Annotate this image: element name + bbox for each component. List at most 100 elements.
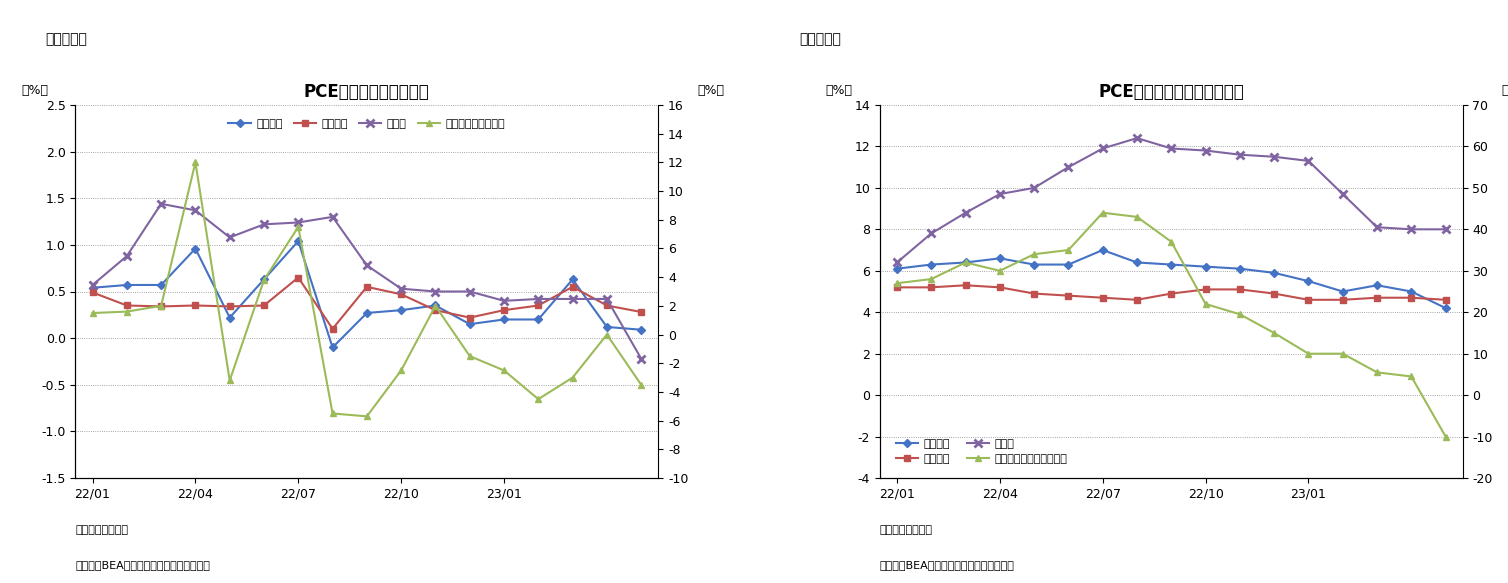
食料品 [529, 296, 547, 303]
総合指数 [1333, 288, 1351, 295]
総合指数 [1163, 261, 1181, 268]
エネルギー（右軸） [427, 303, 445, 310]
Text: （%）: （%） [21, 85, 48, 97]
エネルギー（右軸） [392, 367, 410, 374]
食料品 [427, 288, 445, 295]
総合指数 [991, 255, 1009, 262]
食料品 [1231, 151, 1249, 158]
エネルギー関連（右軸） [956, 259, 974, 266]
コア指数 [152, 303, 170, 310]
Text: （資料）BEAよりニッセイ基礎研究所作成: （資料）BEAよりニッセイ基礎研究所作成 [879, 560, 1015, 570]
食料品 [83, 282, 101, 289]
総合指数 [529, 316, 547, 323]
エネルギー（右軸） [118, 308, 136, 315]
食料品 [357, 262, 375, 269]
Line: 総合指数: 総合指数 [90, 238, 644, 350]
エネルギー（右軸） [290, 223, 308, 230]
コア指数 [83, 289, 101, 296]
コア指数 [187, 302, 205, 309]
コア指数 [290, 274, 308, 281]
Text: （図表６）: （図表６） [45, 33, 87, 47]
コア指数 [1196, 286, 1214, 293]
Text: （%）: （%） [825, 85, 852, 97]
総合指数 [290, 238, 308, 245]
総合指数 [118, 282, 136, 289]
総合指数 [1368, 282, 1386, 289]
食料品 [392, 285, 410, 292]
総合指数 [392, 307, 410, 314]
コア指数 [1025, 290, 1044, 297]
エネルギー（右軸） [324, 410, 342, 417]
エネルギー（右軸） [564, 374, 582, 381]
エネルギー関連（右軸） [923, 276, 941, 283]
エネルギー（右軸） [632, 381, 650, 388]
食料品 [1093, 145, 1111, 152]
コア指数 [255, 302, 273, 309]
エネルギー関連（右軸） [1060, 247, 1078, 254]
食料品 [1128, 135, 1146, 142]
食料品 [1333, 191, 1351, 198]
Line: エネルギー関連（右軸）: エネルギー関連（右軸） [894, 210, 1448, 440]
食料品 [991, 191, 1009, 198]
食料品 [152, 201, 170, 208]
コア指数 [118, 302, 136, 309]
Line: コア指数: コア指数 [90, 275, 644, 332]
コア指数 [357, 283, 375, 290]
食料品 [1163, 145, 1181, 152]
コア指数 [220, 303, 238, 310]
総合指数 [1265, 269, 1283, 276]
総合指数 [956, 259, 974, 266]
食料品 [632, 355, 650, 362]
Text: （注）季節調整済: （注）季節調整済 [879, 525, 933, 535]
コア指数 [597, 302, 615, 309]
食料品 [460, 288, 478, 295]
食料品 [220, 234, 238, 241]
総合指数 [255, 276, 273, 283]
エネルギー（右軸） [255, 276, 273, 283]
コア指数 [1437, 296, 1455, 303]
エネルギー関連（右軸） [888, 280, 906, 287]
総合指数 [1128, 259, 1146, 266]
コア指数 [495, 307, 513, 314]
総合指数 [1025, 261, 1044, 268]
総合指数 [187, 245, 205, 252]
エネルギー（右軸） [597, 331, 615, 338]
総合指数 [564, 276, 582, 283]
エネルギー（右軸） [187, 159, 205, 166]
エネルギー（右軸） [83, 310, 101, 317]
食料品 [1025, 184, 1044, 191]
Text: （資料）BEAよりニッセイ基礎研究所作成: （資料）BEAよりニッセイ基礎研究所作成 [75, 560, 210, 570]
総合指数 [152, 282, 170, 289]
総合指数 [495, 316, 513, 323]
エネルギー関連（右軸） [1265, 329, 1283, 336]
食料品 [1300, 157, 1318, 164]
コア指数 [956, 282, 974, 289]
エネルギー（右軸） [220, 377, 238, 384]
コア指数 [529, 302, 547, 309]
エネルギー（右軸） [495, 367, 513, 374]
エネルギー関連（右軸） [1231, 311, 1249, 318]
コア指数 [1163, 290, 1181, 297]
コア指数 [1128, 296, 1146, 303]
食料品 [118, 252, 136, 259]
エネルギー関連（右軸） [991, 267, 1009, 274]
Line: 総合指数: 総合指数 [894, 247, 1448, 311]
エネルギー（右軸） [152, 303, 170, 310]
エネルギー関連（右軸） [1196, 300, 1214, 307]
エネルギー関連（右軸） [1333, 350, 1351, 357]
エネルギー（右軸） [357, 413, 375, 420]
エネルギー（右軸） [529, 396, 547, 403]
エネルギー関連（右軸） [1093, 209, 1111, 216]
エネルギー関連（右軸） [1025, 251, 1044, 258]
コア指数 [991, 284, 1009, 291]
総合指数 [1300, 278, 1318, 285]
総合指数 [1231, 265, 1249, 272]
Legend: 総合指数, コア指数, 食料品, エネルギー（右軸）: 総合指数, コア指数, 食料品, エネルギー（右軸） [225, 114, 510, 133]
食料品 [564, 296, 582, 303]
Line: コア指数: コア指数 [894, 283, 1448, 303]
総合指数 [923, 261, 941, 268]
総合指数 [1060, 261, 1078, 268]
コア指数 [632, 308, 650, 315]
コア指数 [324, 325, 342, 332]
食料品 [1402, 226, 1421, 233]
